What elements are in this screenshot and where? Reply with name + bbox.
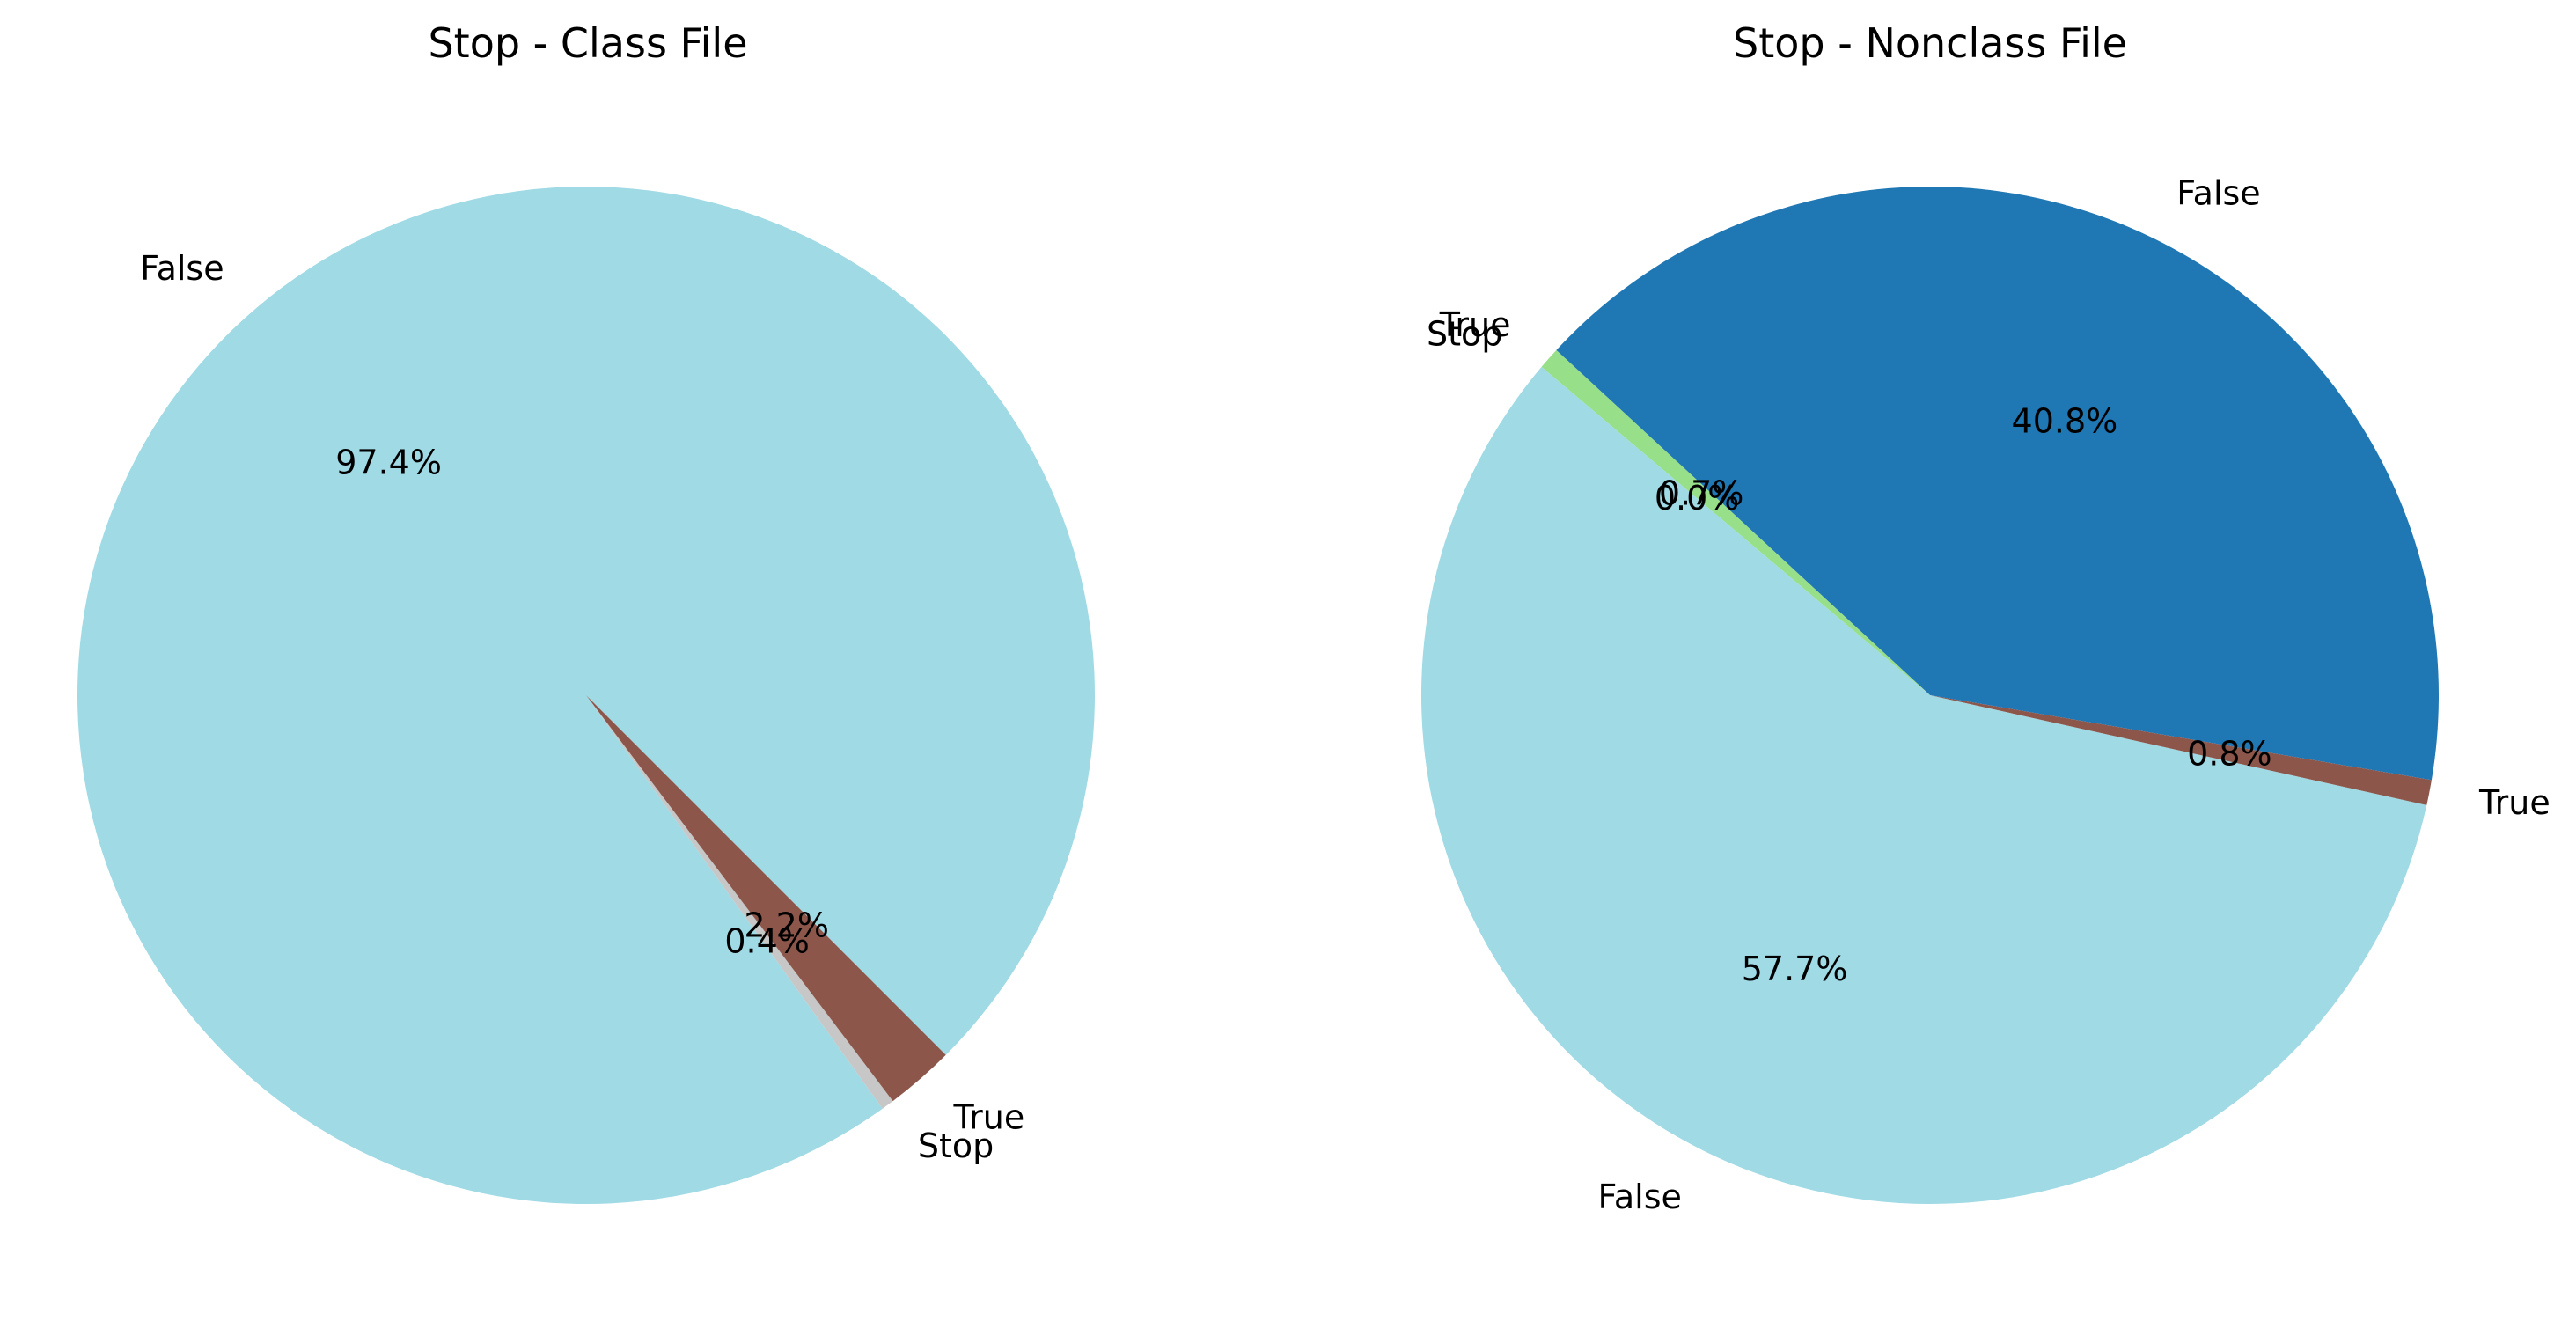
pie-slice-stop — [586, 695, 893, 1109]
slice-label-true: True — [953, 1098, 1025, 1137]
slice-label-true: True — [1439, 305, 1511, 344]
pie-slice-false — [1420, 366, 2427, 1205]
slice-percent-false: 97.4% — [335, 444, 442, 482]
pie-chart-class-file: Stop - Class File False 97.4% Stop 0.4% True… — [77, 19, 1095, 1205]
slice-percent-stop: 0.0% — [1655, 479, 1740, 517]
slice-percent-true: 0.7% — [1659, 473, 1744, 512]
slice-label-stop: Stop — [918, 1126, 994, 1165]
chart-title-nonclass-file: Stop - Nonclass File — [1733, 19, 2127, 67]
slice-label-stop: Stop — [1427, 315, 1502, 354]
slice-percent-stop: 0.4% — [724, 921, 810, 960]
slice-label-false: False — [2176, 173, 2260, 212]
pie-slice-true — [1541, 349, 1930, 695]
slice-label-false: False — [140, 249, 224, 288]
slice-percent-true: 2.2% — [744, 906, 829, 945]
pie-slice-false — [1556, 187, 2440, 781]
pie-slice-false — [77, 187, 1095, 1205]
slice-percent-false: 40.8% — [2012, 402, 2118, 441]
pie-slice-true — [586, 695, 946, 1102]
slice-percent-false: 57.7% — [1742, 950, 1848, 988]
slice-percent-true: 0.8% — [2187, 734, 2272, 773]
slice-label-false: False — [1598, 1178, 1682, 1216]
pie-slice-true — [1930, 695, 2432, 805]
slice-label-true: True — [2478, 783, 2550, 822]
chart-title-class-file: Stop - Class File — [428, 19, 747, 67]
pie-chart-nonclass-file: Stop - Nonclass File False 40.8% True 0.7% S… — [1420, 19, 2550, 1216]
